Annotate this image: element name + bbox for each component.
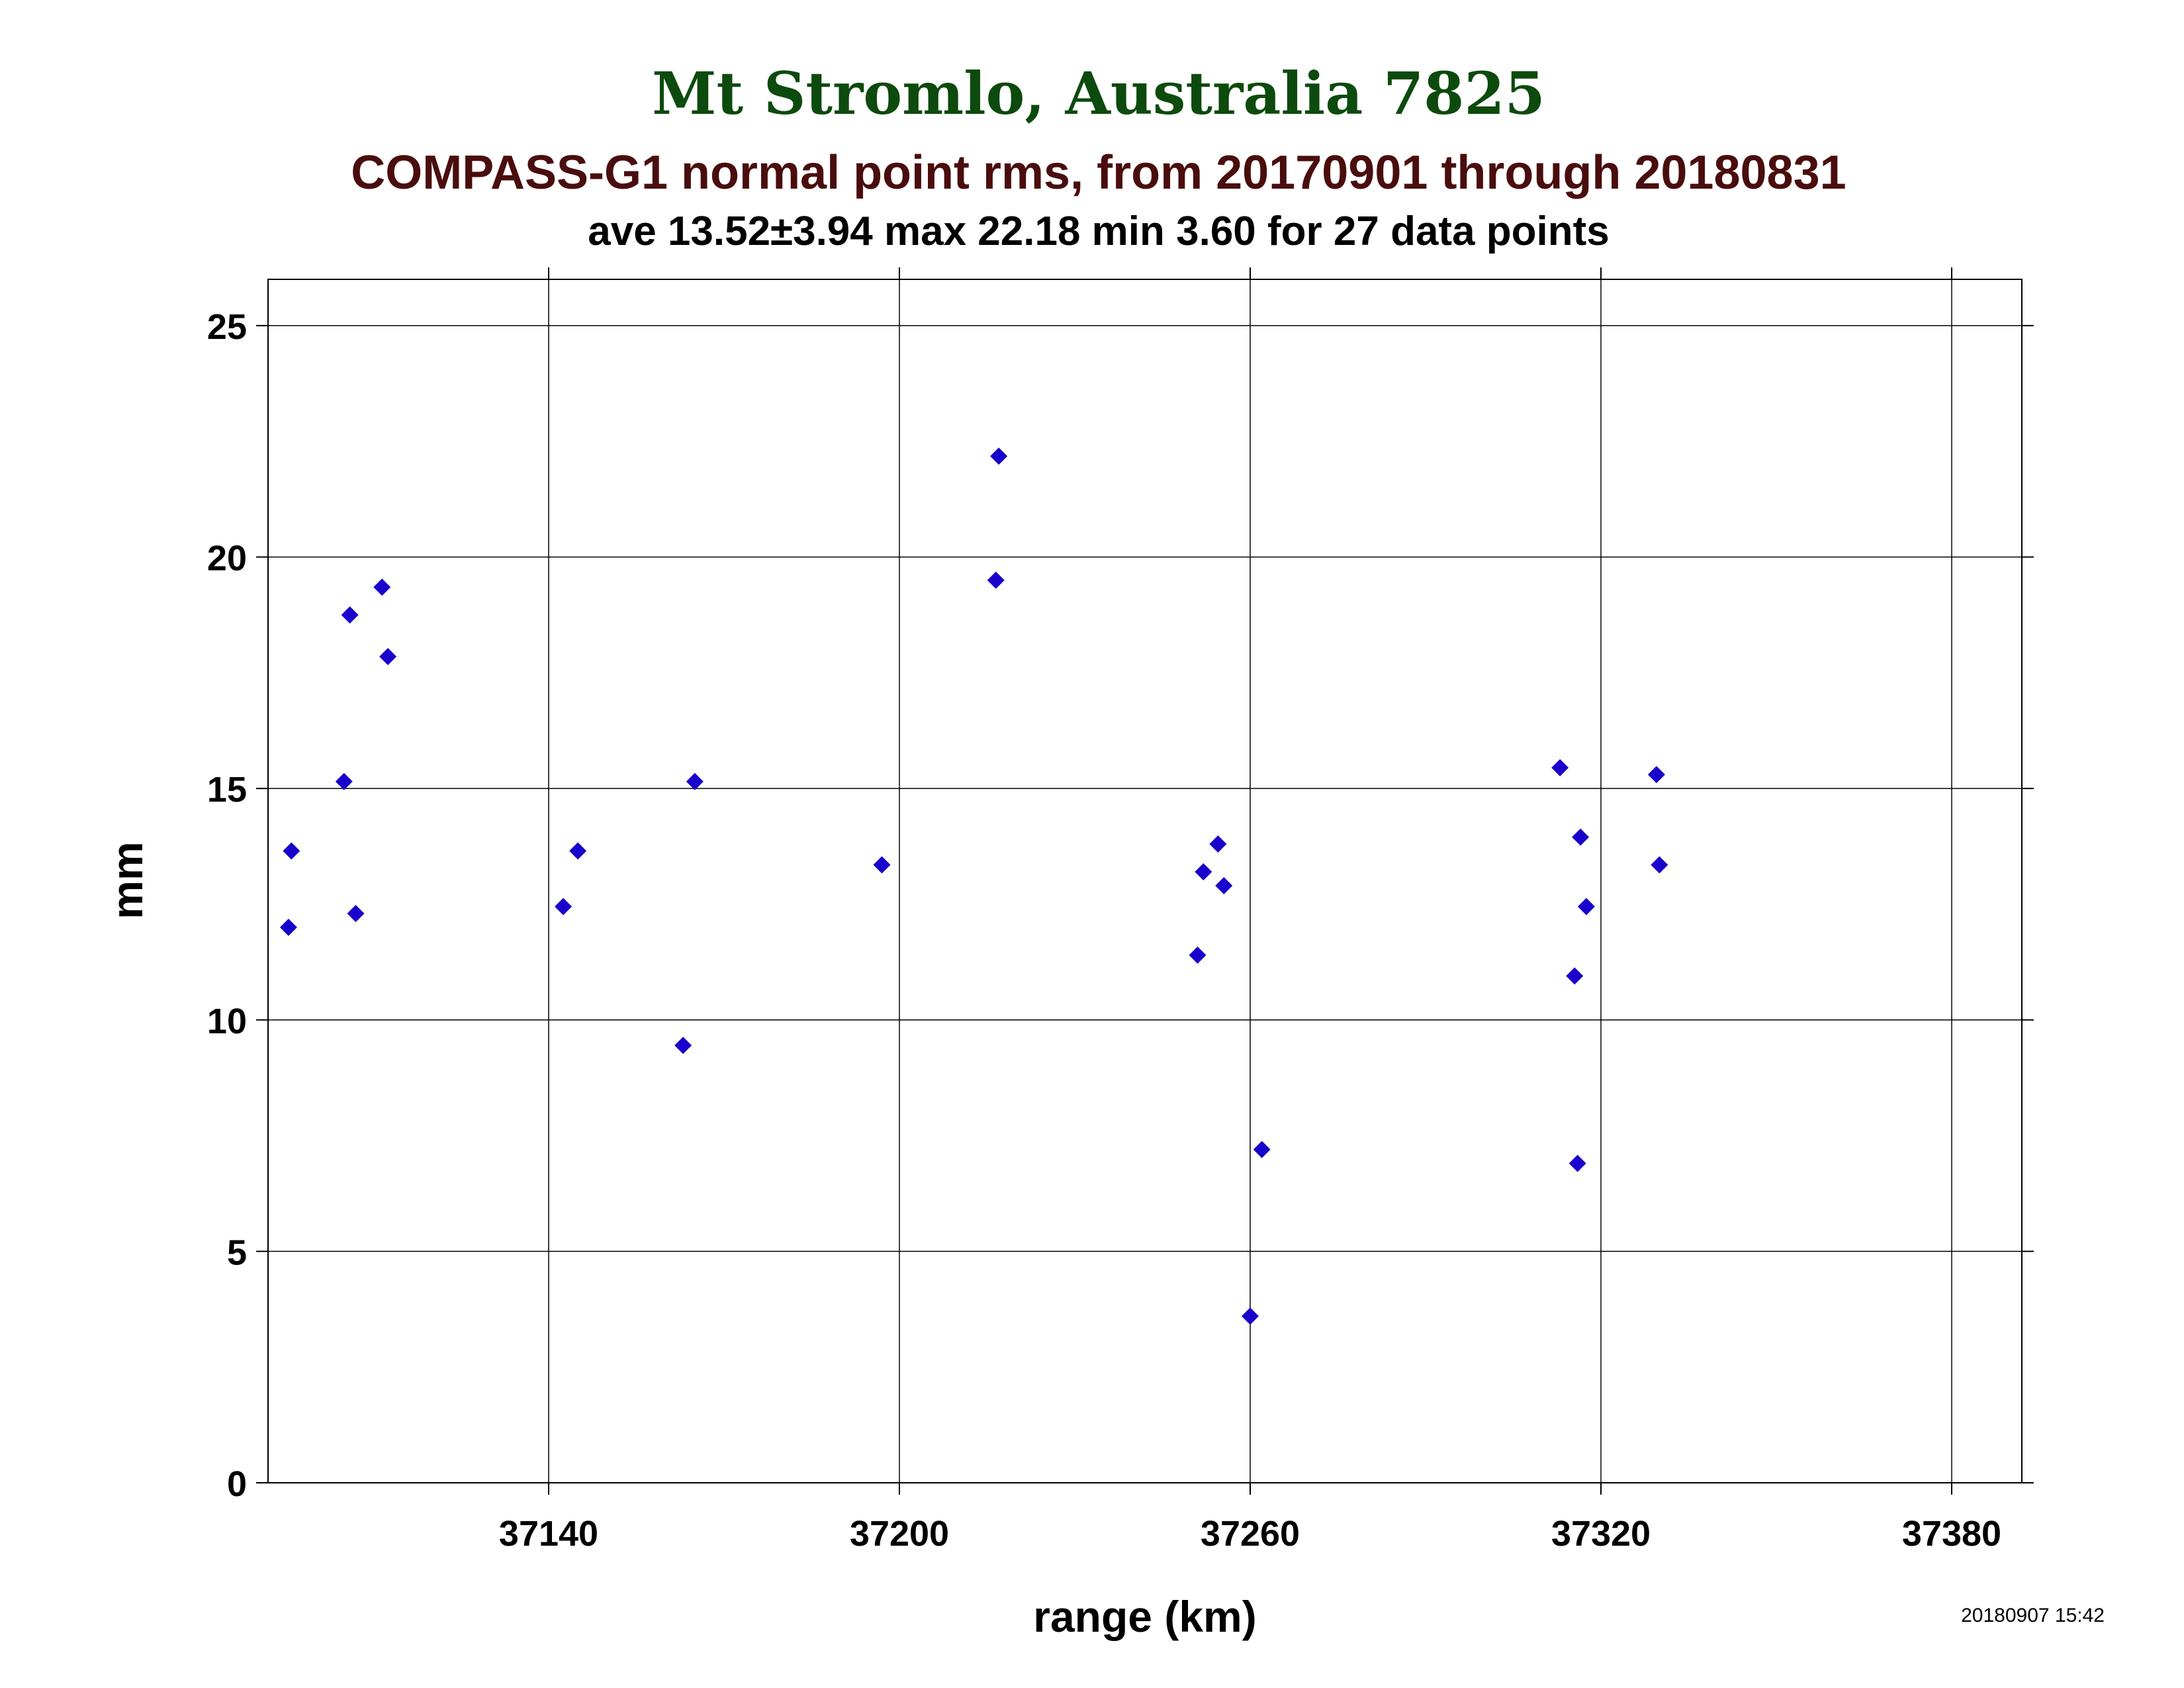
y-tick-label: 15 xyxy=(207,770,247,810)
data-point xyxy=(335,773,353,790)
data-point xyxy=(1572,828,1590,846)
data-point xyxy=(283,842,300,860)
data-point xyxy=(1651,856,1668,874)
chart-title: Mt Stromlo, Australia 7825 xyxy=(652,59,1545,128)
data-point xyxy=(341,606,359,624)
data-point xyxy=(674,1037,692,1055)
y-tick-label: 0 xyxy=(227,1464,247,1504)
data-point xyxy=(1242,1307,1259,1325)
x-tick-label: 37140 xyxy=(499,1514,598,1554)
data-point xyxy=(1566,967,1584,985)
data-point xyxy=(990,447,1008,465)
data-point xyxy=(1215,876,1233,894)
y-tick-label: 5 xyxy=(227,1233,247,1272)
y-axis-label: mm xyxy=(103,841,152,919)
data-point xyxy=(987,571,1005,589)
data-point xyxy=(379,647,397,665)
x-tick-label: 37200 xyxy=(850,1514,949,1554)
x-tick-label: 37380 xyxy=(1902,1514,2001,1554)
data-point xyxy=(1189,946,1206,964)
stats-line: ave 13.52±3.94 max 22.18 min 3.60 for 27… xyxy=(588,209,1610,254)
data-point xyxy=(1253,1141,1271,1158)
x-tick-label: 37260 xyxy=(1201,1514,1300,1554)
data-point xyxy=(1195,863,1212,881)
data-point xyxy=(569,842,587,860)
data-point xyxy=(1577,898,1595,915)
data-point xyxy=(555,898,572,915)
y-tick-label: 20 xyxy=(207,539,247,579)
data-point xyxy=(686,773,704,790)
y-tick-label: 25 xyxy=(207,307,247,347)
grid-lines xyxy=(268,279,2022,1483)
data-point xyxy=(1647,766,1665,784)
chart-subtitle: COMPASS-G1 normal point rms, from 201709… xyxy=(351,146,1846,199)
data-point xyxy=(1209,835,1227,853)
data-point xyxy=(1551,759,1569,776)
plot-frame xyxy=(267,279,2023,1483)
data-point xyxy=(1569,1154,1586,1172)
x-tick-label: 37320 xyxy=(1551,1514,1651,1554)
y-axis-ticks: 0 5 10 15 20 25 xyxy=(207,307,2034,1504)
timestamp: 20180907 15:42 xyxy=(1961,1605,2105,1626)
data-point xyxy=(347,904,365,922)
data-point xyxy=(873,856,891,874)
data-point xyxy=(373,578,391,596)
data-points xyxy=(279,447,1668,1325)
x-axis-label: range (km) xyxy=(1033,1592,1256,1641)
data-point xyxy=(279,918,297,936)
y-tick-label: 10 xyxy=(207,1002,247,1041)
x-axis-ticks: 37140 37200 37260 37320 37380 xyxy=(499,267,2001,1554)
